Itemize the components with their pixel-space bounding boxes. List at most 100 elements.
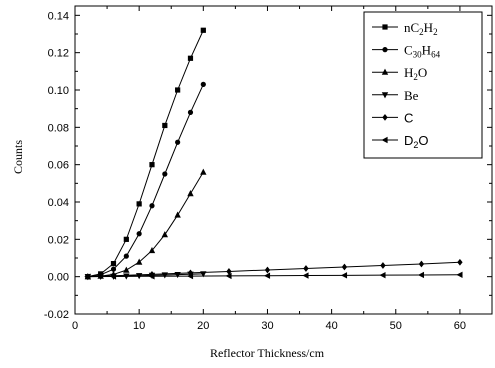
legend-marker [381, 68, 389, 75]
y-tick-label: -0.02 [44, 309, 69, 321]
legend-label: Be [404, 88, 419, 103]
y-axis-label: Counts [11, 140, 25, 174]
y-tick-label: 0.02 [48, 234, 69, 246]
plot-frame [74, 5, 493, 315]
data-point [302, 272, 309, 279]
legend-marker [381, 136, 388, 144]
data-point [135, 258, 143, 265]
data-point [174, 211, 181, 218]
data-point [456, 271, 463, 278]
legend-label-part: C [404, 43, 413, 58]
data-point [187, 55, 194, 61]
data-point [123, 236, 129, 242]
y-tick-label: 0.00 [48, 272, 69, 284]
data-point [84, 273, 91, 280]
data-point [418, 260, 425, 268]
legend-item: C30H64 [372, 43, 441, 60]
data-point [341, 263, 348, 271]
data-point [148, 246, 156, 254]
legend-label: C [404, 110, 413, 125]
legend-label-subscript: 64 [431, 50, 441, 60]
data-point [187, 109, 194, 115]
data-point [175, 87, 181, 93]
series-line [87, 171, 204, 278]
legend-label-part: H [422, 43, 431, 58]
x-axis-label: Reflector Thickness/cm [210, 346, 325, 360]
data-point [148, 273, 155, 280]
data-point [175, 139, 181, 145]
legend-label: C30H64 [404, 43, 441, 60]
data-point [417, 271, 425, 279]
series-line [87, 30, 204, 278]
legend-marker [382, 46, 388, 53]
legend-label-part: H [404, 65, 413, 80]
legend-item: Be [372, 88, 419, 103]
legend-label-subscript: 2 [413, 140, 418, 150]
data-point [149, 162, 155, 168]
x-tick-label: 50 [390, 320, 402, 332]
axes: 0 10 20 30 40 50 60 -0.02 0.00 0.02 0.04 0.06 0.08 0.… [44, 5, 493, 332]
series-line [87, 84, 204, 278]
data-point [123, 253, 129, 259]
data-point [186, 272, 194, 280]
data-point [123, 266, 130, 273]
data-point [110, 266, 117, 272]
legend-label-subscript: 2 [413, 72, 418, 82]
data-point [187, 190, 194, 197]
data-point [263, 272, 271, 279]
data-point [200, 81, 206, 87]
x-tick-label: 30 [261, 320, 273, 332]
legend-box [363, 11, 483, 159]
y-tick-label: 0.14 [48, 10, 69, 22]
legend-label: H2O [404, 65, 427, 82]
legend-label-subscript: 2 [419, 27, 424, 37]
legend-item: D2O [372, 133, 429, 150]
series-D2O [84, 271, 463, 280]
data-point [200, 168, 207, 175]
series-nC2H2 [85, 27, 206, 280]
data-point [303, 265, 309, 272]
data-point [379, 271, 386, 279]
series-C30H64 [85, 81, 206, 280]
legend-label-subscript: 30 [413, 50, 423, 60]
legend-marker [382, 114, 388, 121]
legend-label: nC2H2 [404, 20, 438, 37]
legend-item: C [372, 110, 413, 125]
x-tick-label: 0 [72, 320, 78, 332]
y-tick-label: 0.06 [48, 160, 69, 172]
y-tick-label: 0.04 [48, 197, 69, 209]
x-tick-label: 40 [325, 320, 337, 332]
data-point [136, 201, 142, 207]
legend-label-part: Be [404, 88, 419, 103]
data-point [162, 122, 168, 129]
data-point [225, 272, 232, 280]
data-point [109, 273, 117, 280]
series-C [85, 258, 463, 281]
data-point [380, 262, 386, 269]
legend-item: nC2H2 [372, 20, 438, 37]
data-point [264, 266, 271, 274]
legend-label-part: O [418, 65, 427, 80]
series-layer [84, 27, 463, 281]
legend-label-part: D [404, 133, 413, 148]
data-point [457, 258, 463, 266]
data-point [162, 171, 168, 177]
legend-label: D2O [404, 133, 429, 150]
legend-label-part: O [418, 133, 428, 148]
legend-label-subscript: 2 [433, 27, 438, 37]
x-tick-label: 20 [197, 320, 209, 332]
y-tick-label: 0.10 [48, 85, 69, 97]
legend-marker [381, 92, 389, 99]
data-point [149, 203, 155, 209]
x-tick-label: 60 [454, 320, 466, 332]
legend-marker [382, 24, 388, 30]
data-point [161, 231, 169, 238]
y-tick-label: 0.08 [48, 122, 69, 134]
data-point [200, 27, 206, 33]
legend-label-part: C [404, 110, 413, 125]
series-line [87, 261, 460, 278]
y-tick-label: 0.12 [48, 48, 69, 60]
